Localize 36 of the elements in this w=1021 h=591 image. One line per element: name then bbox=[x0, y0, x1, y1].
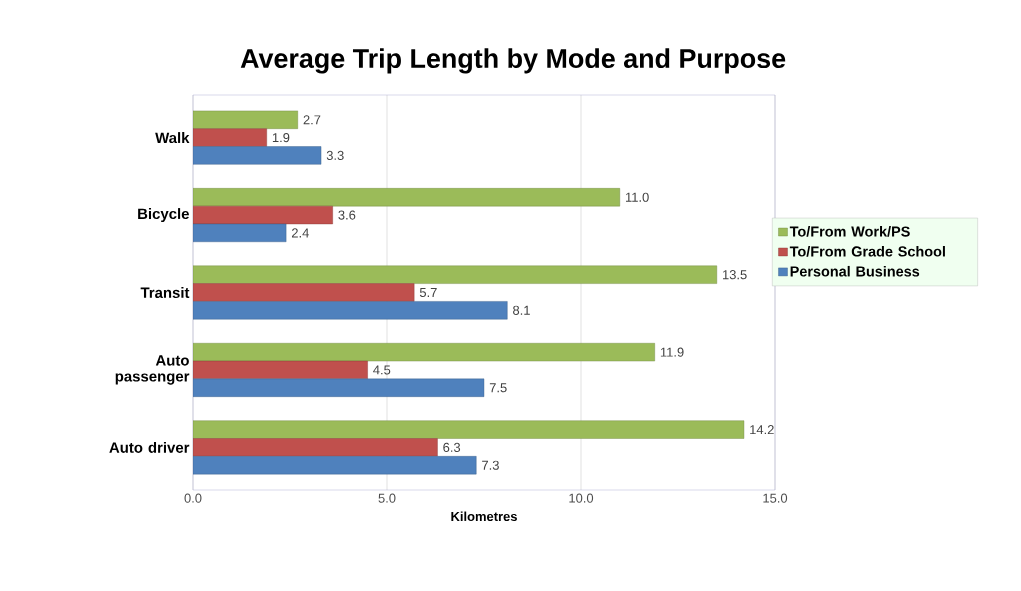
data-label: 13.5 bbox=[722, 270, 747, 280]
bar bbox=[193, 438, 438, 457]
data-label: 1.9 bbox=[272, 133, 290, 143]
data-label: 14.2 bbox=[750, 425, 774, 435]
y-tick-label: Auto passenger bbox=[115, 355, 190, 385]
data-label: 5.7 bbox=[419, 287, 437, 298]
y-tick-label: Auto driver bbox=[109, 441, 190, 453]
legend-label: To/From Grade School bbox=[789, 245, 945, 257]
data-label: 11.9 bbox=[660, 347, 684, 357]
y-tick-label: Bicycle bbox=[138, 208, 189, 223]
data-label: 8.1 bbox=[513, 305, 530, 315]
bar bbox=[193, 420, 745, 439]
x-tick-label: 15.0 bbox=[763, 493, 788, 503]
y-tick-label: Transit bbox=[140, 287, 190, 298]
data-label: 2.4 bbox=[291, 228, 309, 238]
data-label: 3.3 bbox=[326, 150, 344, 160]
y-tick-label: Walk bbox=[155, 132, 190, 144]
x-axis-title: Kilometres bbox=[451, 511, 517, 522]
data-label: 3.6 bbox=[338, 210, 356, 220]
bar bbox=[193, 265, 718, 284]
bar bbox=[193, 283, 415, 302]
data-label: 6.3 bbox=[443, 442, 461, 452]
data-label: 4.5 bbox=[373, 365, 391, 375]
bar bbox=[193, 146, 322, 165]
data-label: 11.0 bbox=[625, 192, 649, 202]
data-label: 2.7 bbox=[303, 115, 321, 125]
x-tick-label: 10.0 bbox=[569, 493, 594, 503]
chart-title: Average Trip Length by Mode and Purpose bbox=[240, 48, 786, 74]
data-label: 7.3 bbox=[482, 460, 499, 470]
data-label: 7.5 bbox=[489, 383, 507, 393]
bar bbox=[193, 128, 267, 147]
legend-label: Personal Business bbox=[790, 265, 920, 277]
bar bbox=[193, 301, 508, 320]
legend-label: To/From Work/PS bbox=[789, 226, 910, 237]
x-tick-label: 0.0 bbox=[184, 493, 202, 503]
x-tick-label: 5.0 bbox=[378, 493, 396, 503]
